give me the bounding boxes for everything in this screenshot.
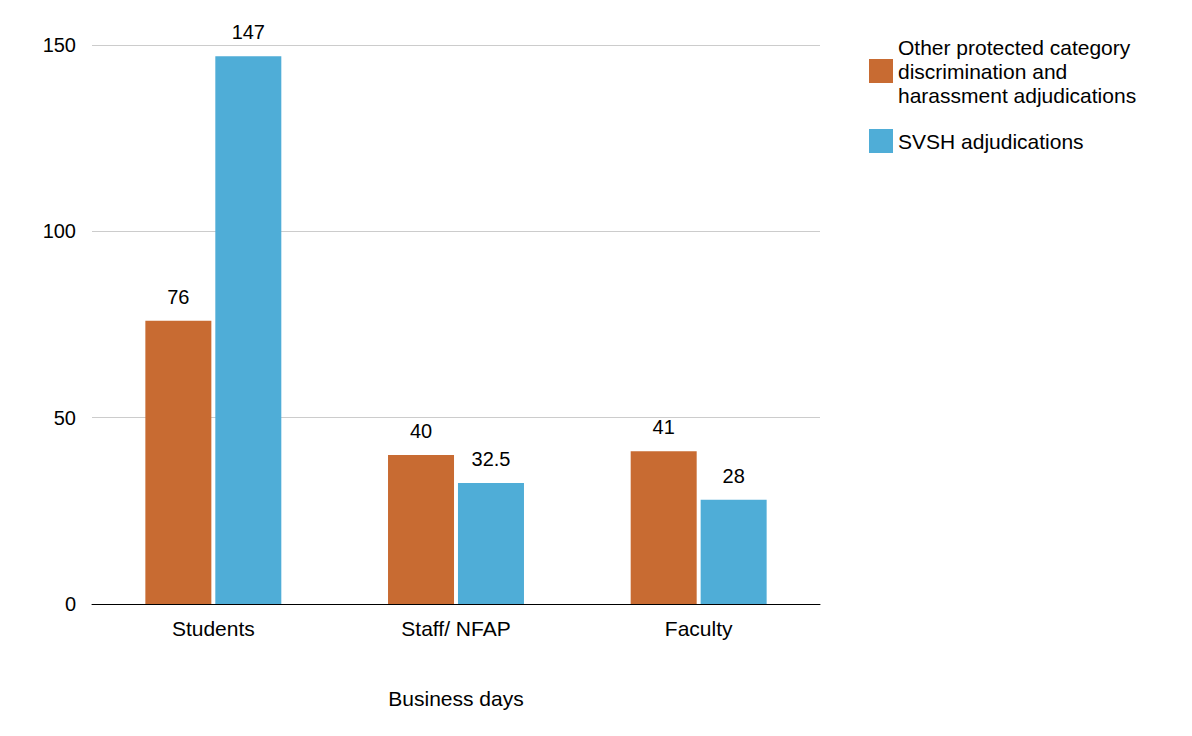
svg-text:Other protected category: Other protected category (898, 36, 1136, 59)
svg-text:100: 100 (43, 220, 76, 242)
svg-text:28: 28 (723, 465, 745, 487)
svg-text:147: 147 (232, 21, 265, 43)
svg-text:harassment adjudications: harassment adjudications (898, 84, 1136, 107)
svg-text:41: 41 (653, 416, 675, 438)
svg-text:32.5: 32.5 (472, 448, 511, 470)
svg-text:76: 76 (167, 286, 189, 308)
svg-text:Business days: Business days (388, 687, 523, 710)
svg-text:0: 0 (65, 593, 76, 615)
svg-text:Faculty: Faculty (665, 617, 733, 640)
svg-text:Staff/ NFAP: Staff/ NFAP (401, 617, 510, 640)
svg-text:50: 50 (54, 407, 76, 429)
svg-text:40: 40 (410, 420, 432, 442)
svg-text:SVSH adjudications: SVSH adjudications (898, 130, 1084, 153)
svg-text:discrimination and: discrimination and (898, 60, 1073, 83)
svg-text:Students: Students (172, 617, 255, 640)
svg-text:150: 150 (43, 34, 76, 56)
